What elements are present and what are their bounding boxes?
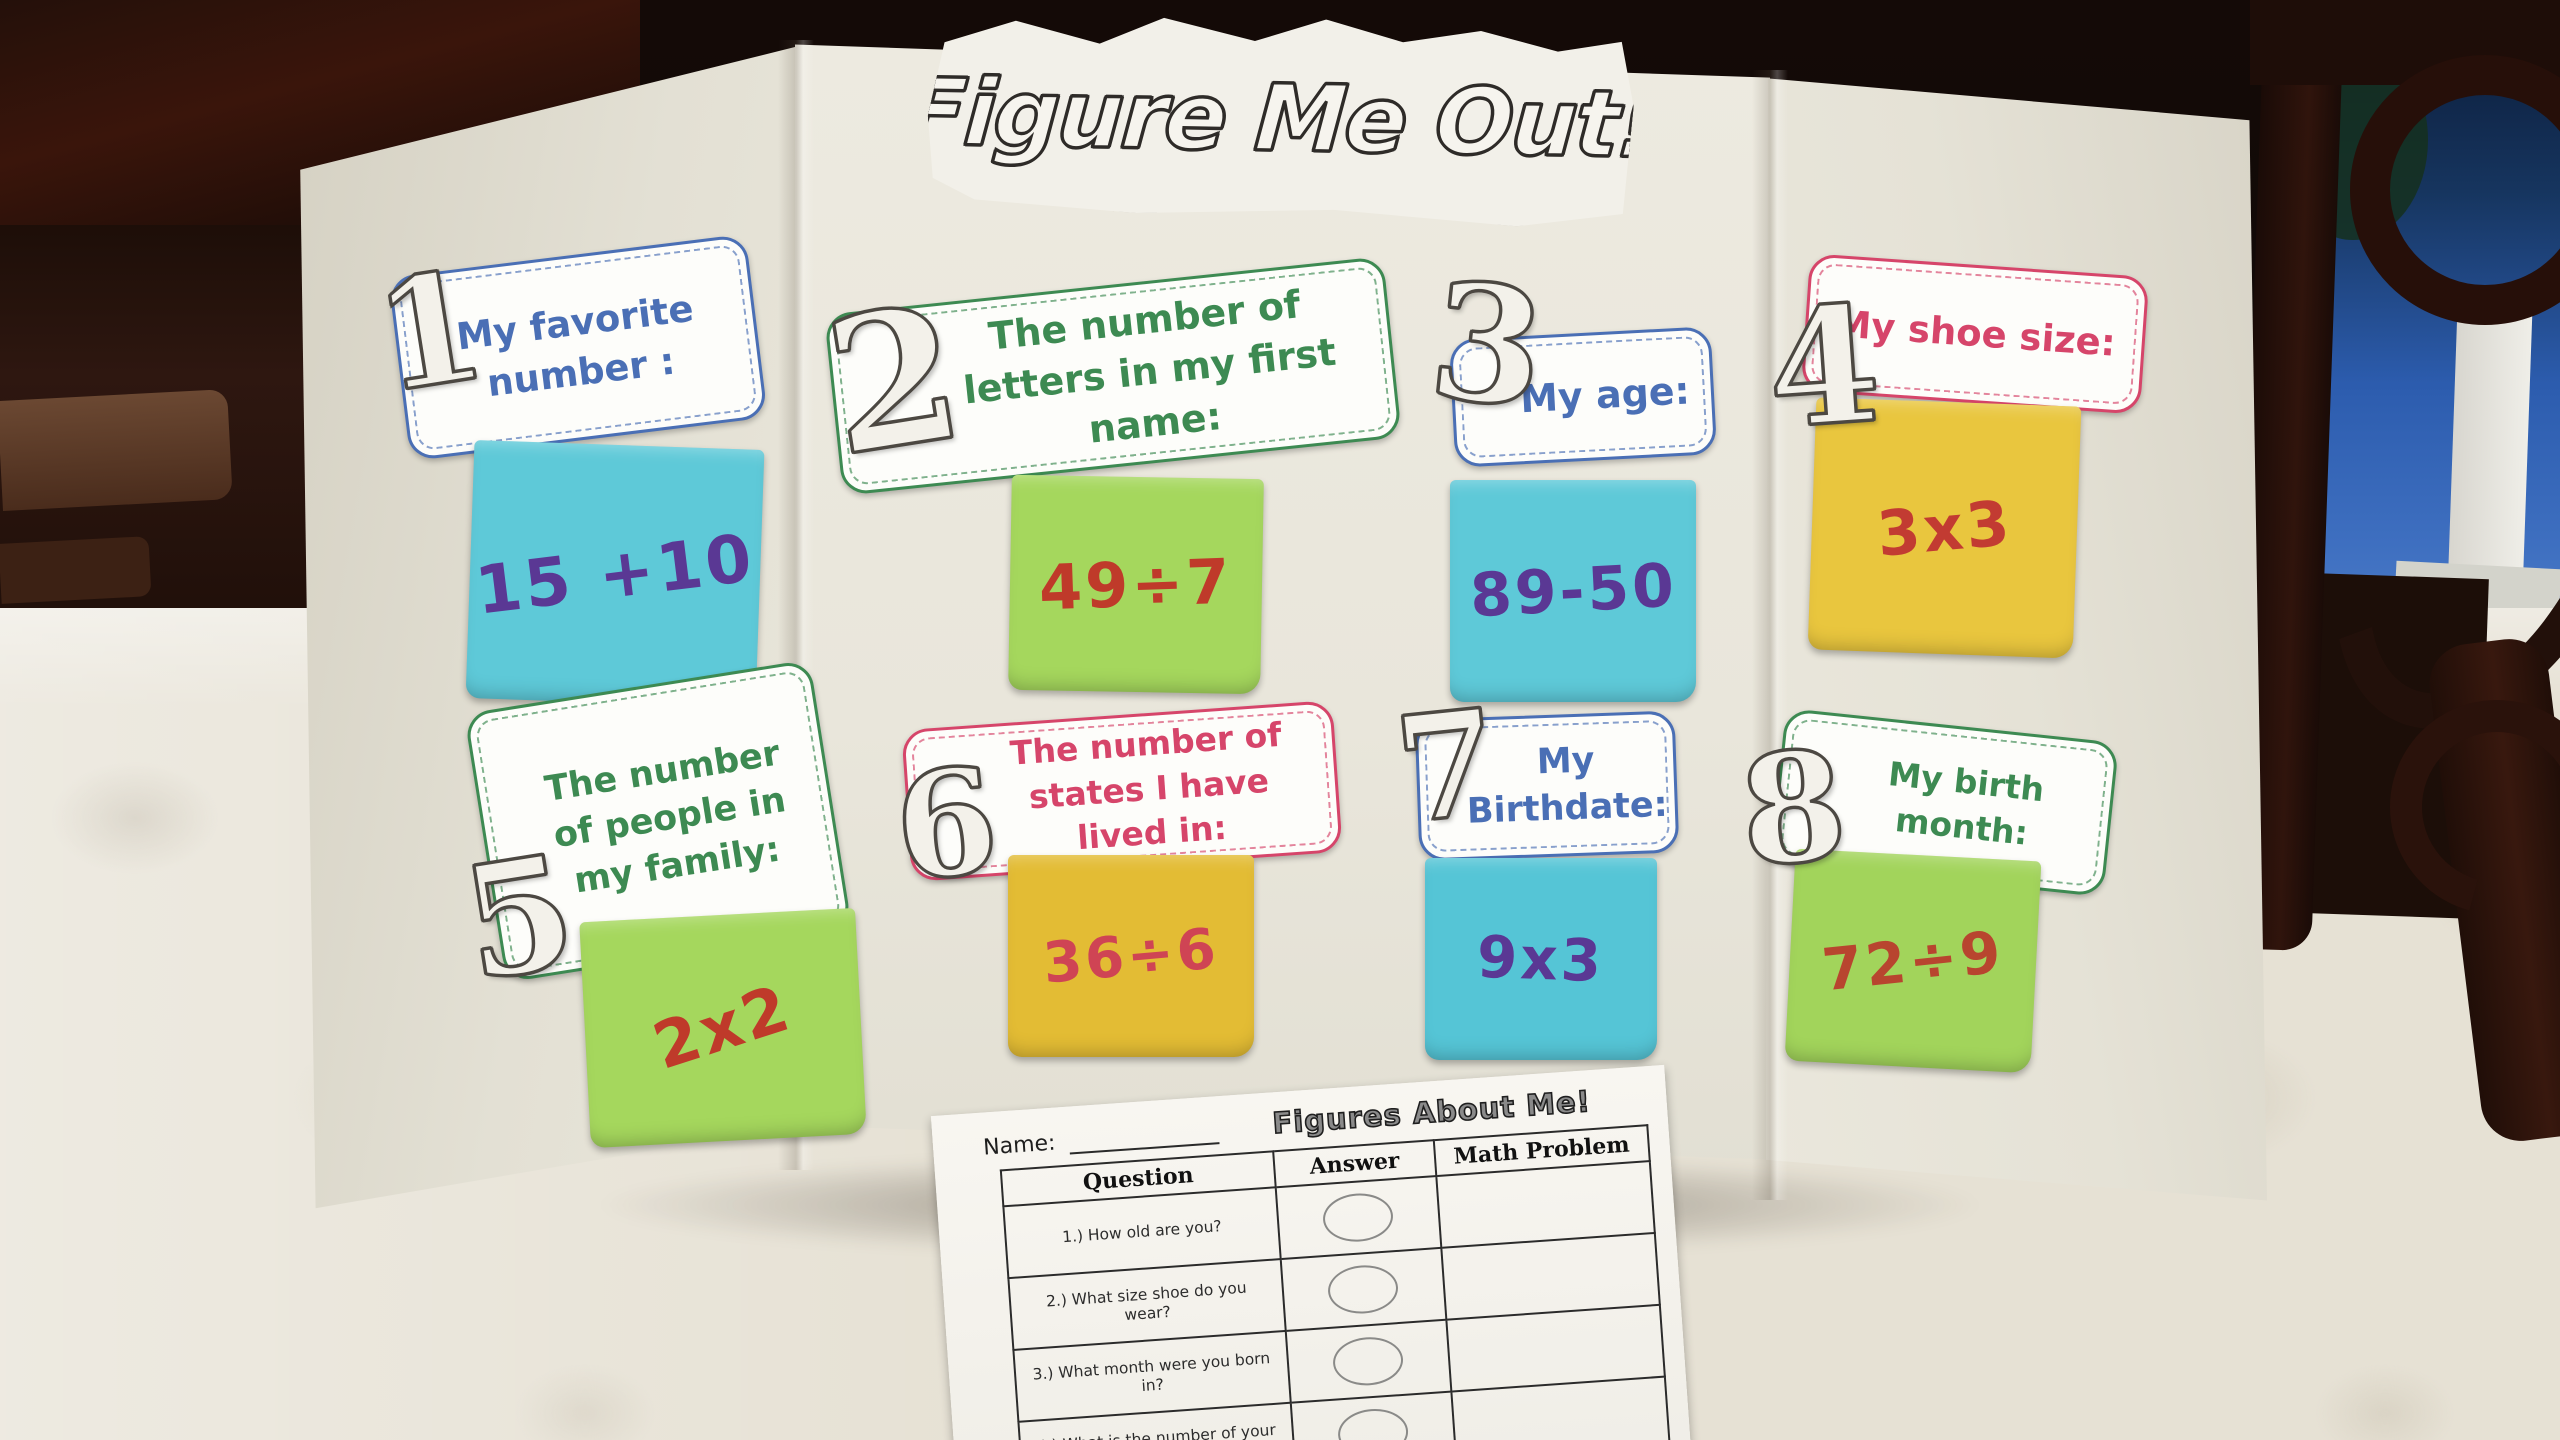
card-number: 6 [886,734,1007,917]
question-label-text: The number of states I have lived in: [1008,714,1283,858]
card-number: 8 [1732,715,1854,902]
card-3-my-age: 3 My age: 89-50 [1420,244,1720,705]
worksheet-table: Question Answer Math Problem 1.) How old… [1000,1124,1676,1440]
sticky-note-text: 72÷9 [1819,917,2007,1005]
answer-oval [1331,1334,1405,1388]
sticky-note: 15 +10 [465,440,765,708]
card-1-favorite-number: 1 My favorite number : 15 +10 [363,233,780,720]
board-fold-right [1752,70,1788,1200]
card-number: 7 [1387,676,1508,859]
sticky-note-text: 9x3 [1476,922,1606,996]
question-label-text: The number of letters in my first name: [961,282,1339,452]
sticky-note: 89-50 [1450,480,1696,702]
worksheet-paper: Name: Figures About Me! Question Answer … [930,1064,1695,1440]
sticky-note-text: 89-50 [1467,550,1679,632]
question-label-text: My age: [1519,368,1691,422]
answer-oval [1326,1263,1400,1316]
answer-cell [1280,1247,1446,1331]
sticky-note-text: 49÷7 [1038,544,1234,625]
chair-left-slat-lower [0,536,152,604]
sticky-note: 49÷7 [1008,474,1264,695]
card-7-birthdate: 7 My Birthdate: 9x3 [1387,676,1685,1065]
name-blank-line [1068,1122,1220,1155]
board-title: Figure Me Out! [899,58,1662,178]
card-6-states-lived-in: 6 The number of states I have lived in: … [886,700,1360,1065]
answer-cell [1275,1176,1441,1260]
card-8-birth-month: 8 My birth month: 72÷9 [1732,707,2120,1075]
sticky-note-text: 15 +10 [471,518,759,630]
name-label: Name: [982,1130,1057,1161]
answer-oval [1321,1191,1395,1244]
question-label-text: My birth month: [1886,754,2047,853]
sticky-note-text: 36÷6 [1040,915,1222,997]
card-number: 4 [1760,268,1887,466]
card-number: 3 [1421,244,1554,446]
sticky-note-text: 2x2 [645,971,801,1085]
card-number: 2 [812,261,976,499]
board-title-paper: Figure Me Out! [925,6,1637,230]
sticky-note-text: 3x3 [1873,485,2016,571]
answer-cell [1285,1319,1451,1403]
chair-left-slat [0,389,233,511]
sticky-note: 2x2 [579,907,867,1149]
card-4-shoe-size: 4 My shoe size: 3x3 [1760,253,2155,660]
card-5-people-in-family: 5 The number of people in my family: 2x2 [450,659,875,1149]
card-number: 5 [450,817,588,1018]
sticky-note: 9x3 [1425,858,1657,1060]
answer-oval [1336,1406,1410,1440]
card-number: 1 [363,235,497,428]
card-2-letters-in-name: 2 The number of letters in my first name… [812,256,1402,705]
sticky-note: 36÷6 [1008,855,1254,1057]
